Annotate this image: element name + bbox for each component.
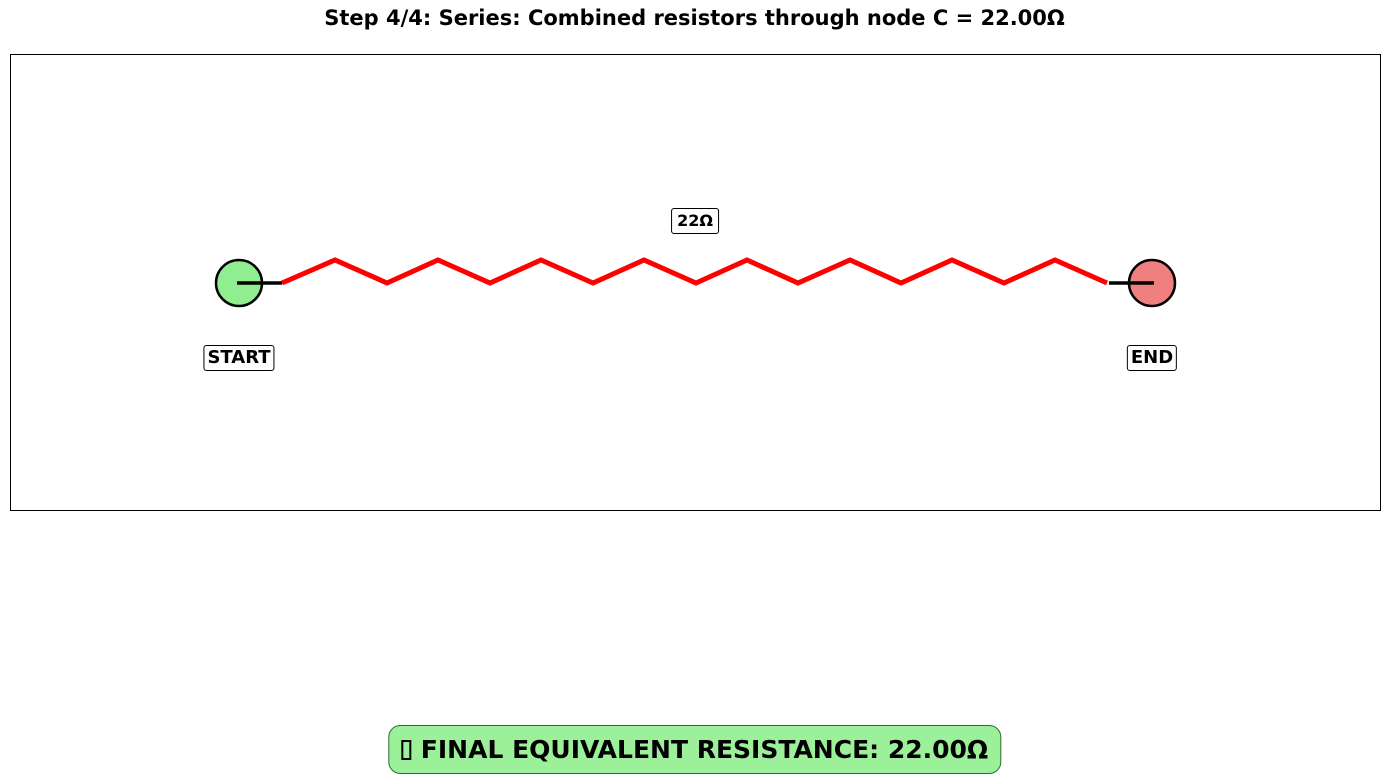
start-node-label: START	[203, 345, 275, 371]
final-result-banner: FINAL EQUIVALENT RESISTANCE: 22.00Ω	[387, 725, 1002, 774]
end-node-label: END	[1126, 345, 1178, 371]
circuit-panel: 22Ω START END	[10, 54, 1381, 511]
check-icon	[400, 740, 411, 760]
circuit-canvas	[214, 257, 1177, 308]
resistor-value-label: 22Ω	[671, 208, 719, 234]
diagram-title: Step 4/4: Series: Combined resistors thr…	[324, 6, 1065, 30]
final-result-text: FINAL EQUIVALENT RESISTANCE: 22.00Ω	[420, 735, 989, 764]
resistor-zigzag	[281, 257, 1109, 286]
